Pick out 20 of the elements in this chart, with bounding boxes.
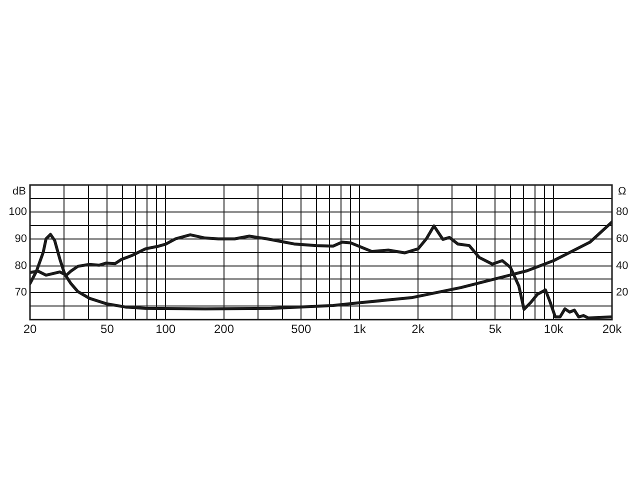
y2-axis-title: Ω <box>618 186 626 198</box>
x-tick-label: 500 <box>291 322 312 336</box>
y2-tick-label: 80 <box>616 206 628 218</box>
x-tick-label: 50 <box>100 322 114 336</box>
y-tick-label: 100 <box>8 206 27 218</box>
y2-tick-label: 40 <box>616 260 628 272</box>
x-tick-label: 100 <box>156 322 176 336</box>
y-tick-label: 80 <box>14 260 27 272</box>
x-tick-label: 5k <box>488 322 503 336</box>
y2-tick-label: 60 <box>616 232 628 245</box>
x-tick-label: 2k <box>412 322 426 336</box>
x-tick-label: 20 <box>23 322 37 336</box>
y-tick-label: 70 <box>14 286 27 299</box>
x-tick-label: 200 <box>214 322 234 336</box>
x-tick-label: 10k <box>544 322 564 336</box>
x-tick-label: 1k <box>353 322 367 336</box>
y2-tick-label: 20 <box>616 286 628 299</box>
x-tick-label: 20k <box>602 322 623 336</box>
y-axis-title: dB <box>12 186 26 198</box>
y-tick-label: 90 <box>14 232 27 245</box>
